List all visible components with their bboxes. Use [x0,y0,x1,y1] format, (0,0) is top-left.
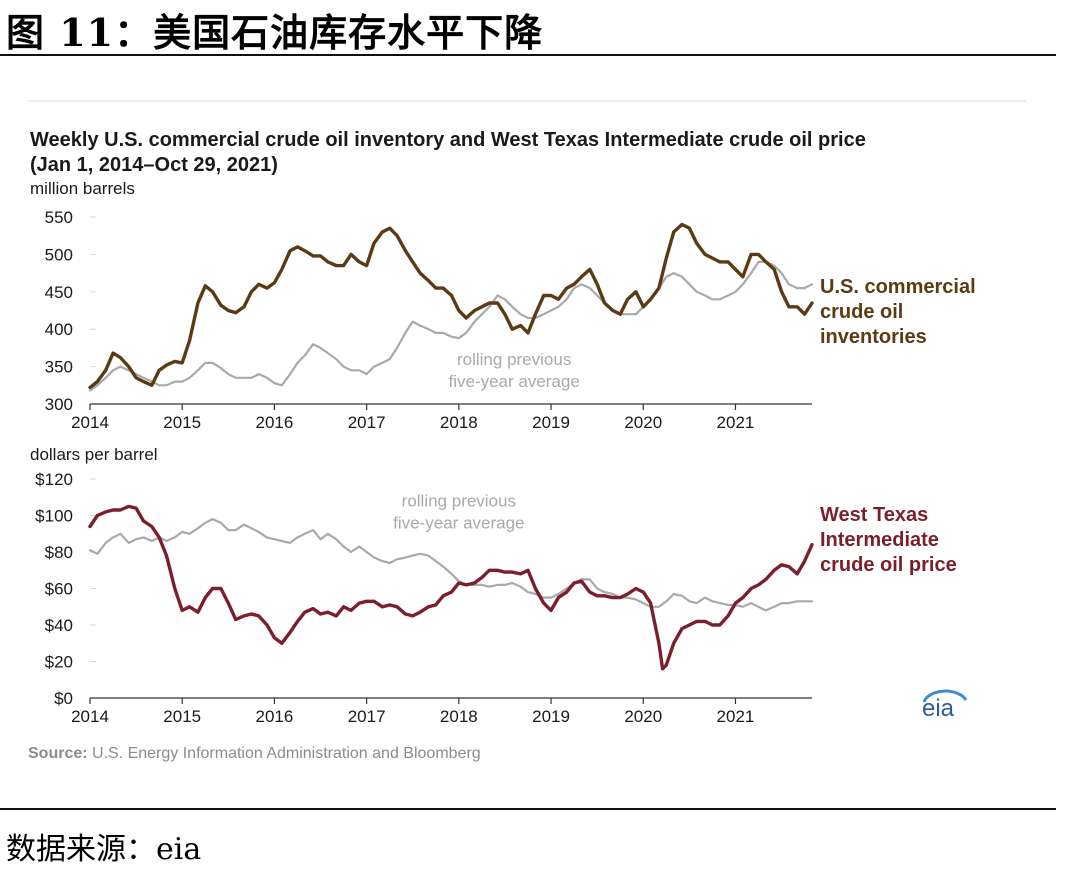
series-label: inventories [820,326,927,348]
y-tick-label: $40 [45,616,73,635]
x-tick-label: 2015 [163,707,201,726]
series-label: crude oil price [820,554,957,576]
bottom-rule [0,808,1056,810]
y-tick-label: 300 [45,395,73,414]
x-tick-label: 2020 [624,707,662,726]
source-note-text: U.S. Energy Information Administration a… [88,745,481,762]
y-tick-label: $100 [35,507,73,526]
y-tick-label: $0 [54,689,73,708]
x-tick-label: 2018 [440,707,478,726]
x-tick-label: 2016 [256,707,294,726]
eia-logo-arc [922,689,968,703]
average-annotation: rolling previous [402,491,516,510]
x-tick-label: 2018 [440,413,478,432]
inventory-chart: 300 350 400 450 500 550 2014 2015 2016 2017 2018 20… [45,208,976,432]
x-tick-label: 2017 [348,413,386,432]
x-tick-label: 2014 [71,413,109,432]
x-tick-label: 2019 [532,707,570,726]
y-tick-label: $20 [45,653,73,672]
chart-subtitle: (Jan 1, 2014–Oct 29, 2021) [30,154,278,176]
y-tick-label: 350 [45,358,73,377]
inventory-line [88,222,814,390]
figure-source: 数据来源：eia [6,832,202,867]
average-annotation: five-year average [448,372,579,391]
y-tick-label: 550 [45,208,73,227]
wti-price-line [88,504,814,671]
y-tick-label: 500 [45,245,73,264]
series-label: crude oil [820,301,903,323]
average-annotation: five-year average [393,513,524,532]
series-label: Intermediate [820,529,939,551]
top-y-axis-label: million barrels [30,179,135,198]
wti-price-chart: $0 $20 $40 $60 $80 $100 $120 2014 2015 2016 2017 20… [35,470,957,726]
eia-logo: eia [922,689,968,722]
top-rule [0,54,1056,56]
average-annotation: rolling previous [457,350,571,369]
y-tick-label: $120 [35,470,73,489]
x-tick-label: 2021 [717,707,755,726]
chart-title: Weekly U.S. commercial crude oil invento… [30,129,866,151]
x-tick-label: 2021 [717,413,755,432]
y-tick-label: 400 [45,320,73,339]
five-year-average-line [88,518,814,612]
y-tick-label: $60 [45,580,73,599]
series-label: West Texas [820,504,928,526]
x-tick-label: 2016 [256,413,294,432]
five-year-average-line [88,260,814,392]
y-tick-label: $80 [45,543,73,562]
x-tick-label: 2015 [163,413,201,432]
figure-title: 图 11：美国石油库存水平下降 [6,10,544,55]
source-note-label: Source: [28,745,88,762]
bottom-y-axis-label: dollars per barrel [30,445,158,464]
x-tick-label: 2017 [348,707,386,726]
x-tick-label: 2019 [532,413,570,432]
y-tick-label: 450 [45,283,73,302]
x-tick-label: 2014 [71,707,109,726]
source-note: Source: U.S. Energy Information Administ… [28,745,481,762]
series-label: U.S. commercial [820,276,976,298]
eia-logo-text: eia [922,695,955,722]
x-tick-label: 2020 [624,413,662,432]
